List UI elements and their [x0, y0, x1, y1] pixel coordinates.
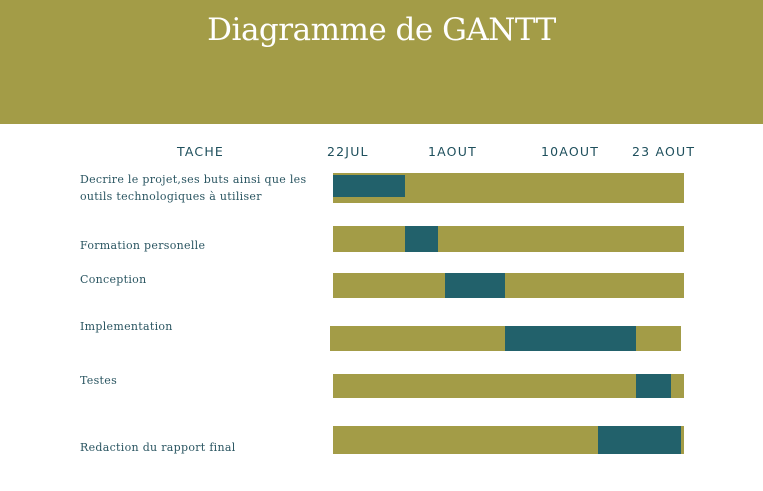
task-label: Testes [80, 374, 118, 387]
task-label: Implementation [80, 320, 173, 333]
task-label: Redaction du rapport final [80, 441, 236, 454]
page-title: Diagramme de GANTT [207, 12, 556, 48]
task-track [333, 374, 684, 398]
column-header-date: 10AOUT [541, 144, 600, 159]
task-label: Formation personelle [80, 239, 206, 252]
task-bar [333, 175, 405, 197]
column-header-date: 23 AOUT [632, 144, 696, 159]
column-header-date: 1AOUT [428, 144, 477, 159]
task-bar [405, 226, 438, 252]
task-track [333, 273, 684, 298]
task-label: Conception [80, 273, 147, 286]
column-header-date: 22JUL [327, 144, 369, 159]
task-bar [598, 426, 681, 454]
task-bar [636, 374, 671, 398]
task-bar [445, 273, 505, 298]
task-label: Decrire le projet,ses buts ainsi que les… [80, 173, 307, 203]
task-track [333, 226, 684, 252]
header-banner [0, 0, 763, 124]
task-bar [505, 326, 636, 351]
column-header-task: TACHE [177, 144, 225, 159]
